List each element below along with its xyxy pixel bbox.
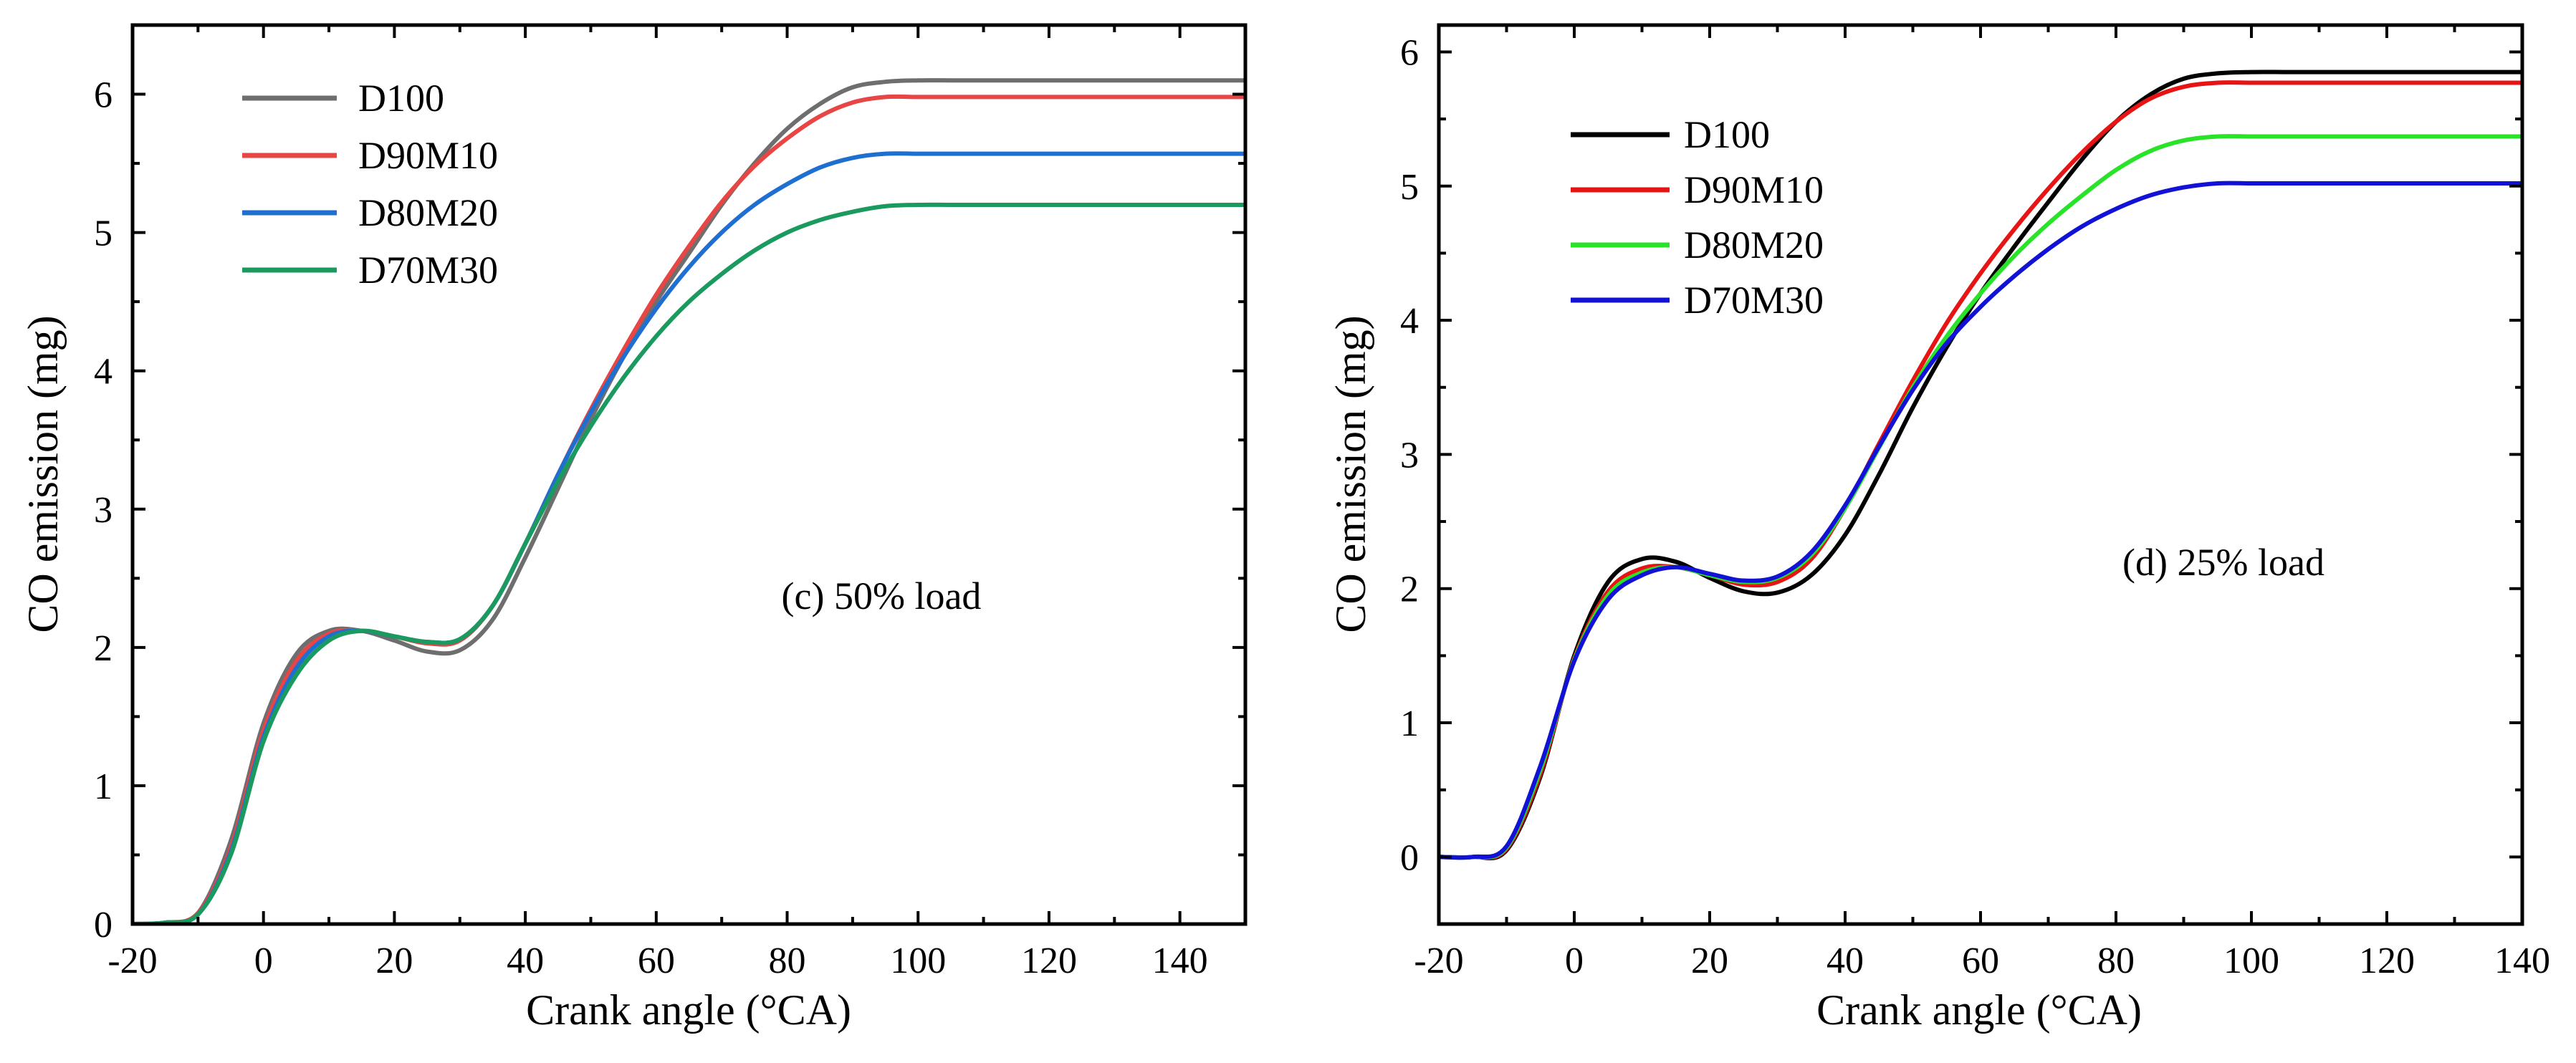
load-annotation: (c) 50% load — [782, 574, 982, 617]
y-tick-label: 1 — [1400, 703, 1419, 744]
series-line-d70m30 — [133, 202, 1245, 924]
legend-label-d70m30: D70M30 — [1684, 279, 1824, 322]
y-tick-label: 0 — [94, 905, 112, 946]
y-axis-title: CO emission (mg) — [1327, 315, 1374, 632]
x-tick-label: 60 — [638, 941, 675, 981]
legend: D100 D90M10 D80M20 D70M30 — [242, 77, 498, 292]
x-tick-label: 20 — [375, 941, 413, 981]
legend-label-d90m10: D90M10 — [1684, 168, 1824, 211]
y-tick-label: 1 — [94, 766, 112, 807]
x-tick-label: 0 — [254, 941, 273, 981]
y-tick-label: 5 — [1400, 167, 1419, 208]
legend-label-d70m30: D70M30 — [358, 249, 498, 292]
x-tick-label: 20 — [1691, 941, 1728, 981]
y-axis-title: CO emission (mg) — [19, 315, 67, 632]
legend: D100 D90M10 D80M20 D70M30 — [1571, 113, 1824, 322]
series-line-d80m20 — [133, 151, 1245, 924]
panel-d: -20 0 20 40 60 80 100 120 140 0 1 2 3 4 5 6 Crank angle … — [1327, 23, 2550, 1034]
y-tick-label: 3 — [94, 490, 112, 531]
legend-label-d100: D100 — [358, 77, 444, 120]
x-tick-label: -20 — [107, 941, 157, 981]
y-tick-label: 5 — [94, 213, 112, 254]
y-tick-label: 3 — [1400, 435, 1419, 476]
x-tick-label: 100 — [890, 941, 946, 981]
x-tick-label: 100 — [2223, 941, 2279, 981]
x-axis-title: Crank angle (°CA) — [526, 986, 851, 1034]
load-annotation: (d) 25% load — [2122, 541, 2324, 584]
y-tick-label: 4 — [94, 352, 112, 393]
series-lines — [133, 78, 1245, 924]
series-line-d100 — [133, 78, 1245, 924]
legend-label-d80m20: D80M20 — [1684, 223, 1824, 266]
x-tick-label: 0 — [1565, 941, 1584, 981]
x-axis-title: Crank angle (°CA) — [1816, 986, 2142, 1034]
x-tick-label: 120 — [1021, 941, 1077, 981]
y-tick-label: 4 — [1400, 301, 1419, 342]
series-lines — [1439, 69, 2522, 861]
y-tick-label: 2 — [1400, 569, 1419, 610]
x-tick-label: 40 — [507, 941, 544, 981]
y-tick-label: 6 — [1400, 32, 1419, 73]
series-line-d70m30 — [1439, 181, 2522, 860]
y-tick-label: 2 — [94, 628, 112, 669]
series-line-d90m10 — [133, 94, 1245, 924]
x-tick-label: 80 — [769, 941, 806, 981]
x-tick-label: 140 — [1152, 941, 1208, 981]
plot-frame — [130, 23, 1248, 926]
x-tick-label: 60 — [1962, 941, 1999, 981]
legend-label-d100: D100 — [1684, 113, 1770, 156]
y-tick-label: 0 — [1400, 837, 1419, 878]
legend-label-d90m10: D90M10 — [358, 134, 498, 177]
x-tick-label: 140 — [2494, 941, 2550, 981]
x-tick-label: 120 — [2359, 941, 2415, 981]
y-tick-label: 6 — [94, 75, 112, 116]
x-tick-label: 40 — [1826, 941, 1864, 981]
x-tick-label: -20 — [1414, 941, 1463, 981]
legend-label-d80m20: D80M20 — [358, 191, 498, 234]
x-tick-label: 80 — [2097, 941, 2135, 981]
